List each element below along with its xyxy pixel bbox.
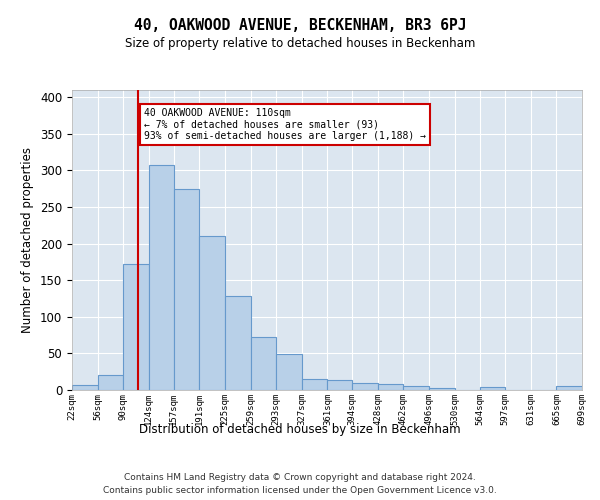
Bar — [98, 376, 123, 390]
Bar — [251, 338, 276, 390]
Bar — [556, 386, 582, 390]
Y-axis label: Number of detached properties: Number of detached properties — [22, 147, 34, 333]
Bar — [173, 189, 199, 390]
Text: 40, OAKWOOD AVENUE, BECKENHAM, BR3 6PJ: 40, OAKWOOD AVENUE, BECKENHAM, BR3 6PJ — [134, 18, 466, 32]
Bar — [199, 236, 225, 390]
Bar — [378, 384, 403, 390]
Bar — [225, 296, 251, 390]
Bar — [481, 387, 505, 390]
Bar — [72, 385, 98, 390]
Text: Size of property relative to detached houses in Beckenham: Size of property relative to detached ho… — [125, 38, 475, 51]
Text: Contains HM Land Registry data © Crown copyright and database right 2024.: Contains HM Land Registry data © Crown c… — [124, 472, 476, 482]
Bar — [149, 164, 173, 390]
Bar — [123, 264, 149, 390]
Text: Contains public sector information licensed under the Open Government Licence v3: Contains public sector information licen… — [103, 486, 497, 495]
Bar — [403, 386, 429, 390]
Text: Distribution of detached houses by size in Beckenham: Distribution of detached houses by size … — [139, 422, 461, 436]
Text: 40 OAKWOOD AVENUE: 110sqm
← 7% of detached houses are smaller (93)
93% of semi-d: 40 OAKWOOD AVENUE: 110sqm ← 7% of detach… — [145, 108, 427, 142]
Bar — [302, 379, 328, 390]
Bar — [429, 388, 455, 390]
Bar — [352, 384, 378, 390]
Bar — [276, 354, 302, 390]
Bar — [328, 380, 352, 390]
